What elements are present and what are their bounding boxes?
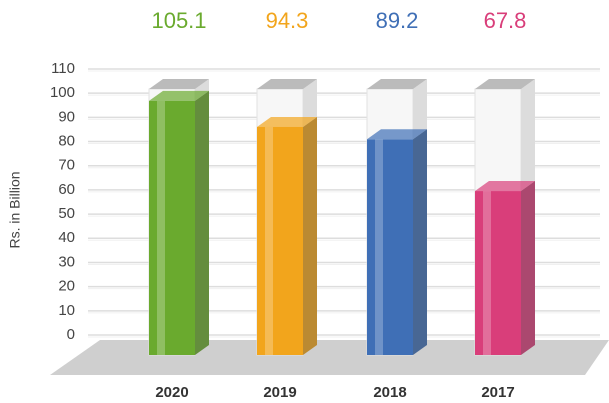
- y-tick-label: 20: [58, 278, 75, 295]
- y-tick-label: 0: [67, 326, 75, 343]
- value-label: 105.1: [151, 8, 206, 33]
- y-tick-label: 40: [58, 229, 75, 246]
- bar: [149, 90, 209, 355]
- bar-front: [367, 139, 413, 355]
- value-label: 67.8: [484, 8, 527, 33]
- x-tick-label: 2020: [155, 384, 188, 401]
- bar-side: [413, 129, 427, 355]
- bar-side: [195, 90, 209, 355]
- y-tick-label: 110: [51, 60, 75, 77]
- tube-top: [257, 79, 317, 89]
- y-tick-label: 70: [58, 157, 75, 174]
- y-tick-label: 80: [58, 133, 75, 150]
- bar-highlight: [265, 126, 273, 355]
- bar: [367, 129, 427, 355]
- bar: [257, 116, 317, 355]
- bar-highlight: [375, 139, 383, 355]
- bar: [475, 181, 535, 355]
- y-axis-label: Rs. in Billion: [7, 171, 23, 248]
- tube-top: [367, 79, 427, 89]
- y-tick-label: 10: [58, 302, 75, 319]
- y-tick-label: 50: [58, 205, 75, 222]
- value-label: 89.2: [376, 8, 419, 33]
- y-tick-label: 90: [58, 108, 75, 125]
- y-tick-label: 100: [50, 84, 75, 101]
- bar-highlight: [483, 191, 491, 355]
- bar-side: [303, 116, 317, 355]
- value-label: 94.3: [266, 8, 309, 33]
- bar-side: [521, 181, 535, 355]
- bar-top: [149, 90, 209, 101]
- x-tick-label: 2018: [373, 384, 406, 401]
- y-tick-label: 30: [58, 253, 75, 270]
- x-tick-label: 2017: [481, 384, 514, 401]
- tube-top: [149, 79, 209, 89]
- bar-front: [475, 191, 521, 355]
- tube-top: [475, 79, 535, 89]
- bar-top: [475, 181, 535, 192]
- bar-top: [257, 116, 317, 127]
- bar-top: [367, 129, 427, 140]
- bar-front: [149, 100, 195, 355]
- bar-highlight: [157, 100, 165, 355]
- bar-front: [257, 126, 303, 355]
- x-tick-label: 2019: [263, 384, 296, 401]
- y-tick-label: 60: [58, 181, 75, 198]
